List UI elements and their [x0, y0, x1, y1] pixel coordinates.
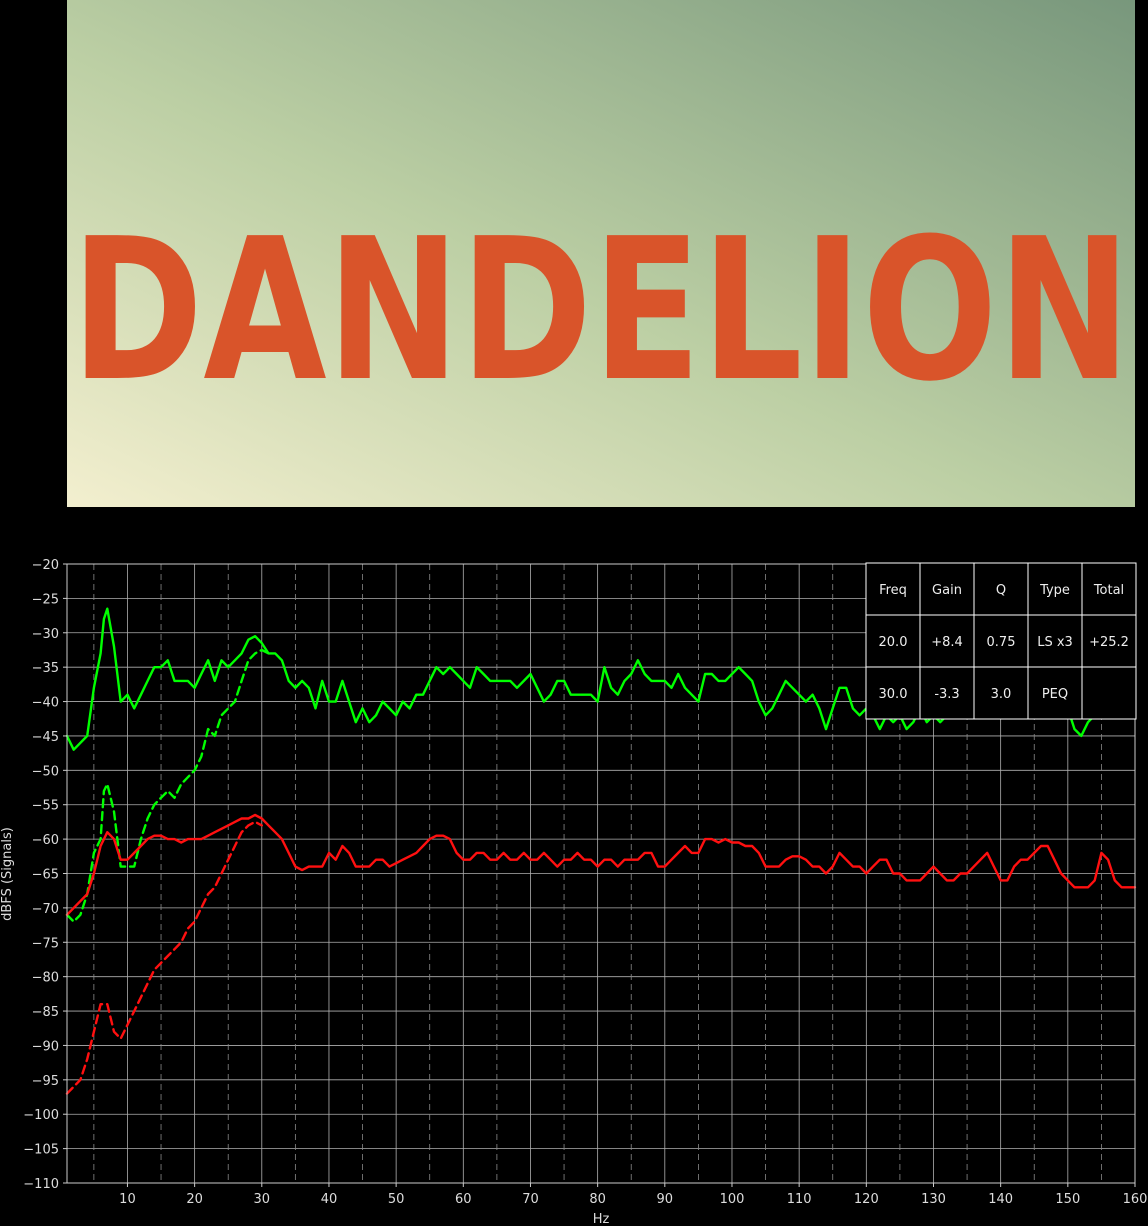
table-value-cell: 20.0	[879, 635, 908, 650]
banner-title: DANDELION	[71, 197, 1131, 425]
x-tick-label: 50	[388, 1192, 405, 1207]
banner-background	[67, 0, 1135, 507]
table-header-cell: Type	[1039, 583, 1070, 598]
y-tick-label: −25	[32, 592, 59, 607]
y-tick-label: −50	[32, 764, 59, 779]
x-tick-label: 140	[988, 1192, 1013, 1207]
table-background	[865, 562, 1137, 720]
y-tick-label: −35	[32, 661, 59, 676]
y-tick-label: −45	[32, 730, 59, 745]
y-tick-label: −90	[32, 1039, 59, 1054]
table-value-cell: +25.2	[1089, 635, 1129, 650]
y-tick-label: −70	[32, 902, 59, 917]
table-value-cell: 3.0	[991, 687, 1012, 702]
y-tick-label: −80	[32, 971, 59, 986]
series-line-2	[65, 648, 270, 923]
y-tick-label: −105	[23, 1143, 59, 1158]
y-axis-label: dBFS (Signals)	[0, 827, 15, 921]
y-tick-label: −95	[32, 1074, 59, 1089]
x-axis-label: Hz	[593, 1212, 610, 1226]
x-tick-label: 60	[455, 1192, 472, 1207]
x-tick-label: 120	[854, 1192, 879, 1207]
axes: −20 −25 −30 −35 −40 −45 −50 −55 −60 −65 −70 −75 −80 −…	[23, 558, 1147, 1207]
y-tick-label: −40	[32, 696, 59, 711]
y-tick-label: −65	[32, 868, 59, 883]
x-tick-label: 20	[186, 1192, 203, 1207]
y-tick-label: −30	[32, 627, 59, 642]
x-tick-label: 70	[522, 1192, 539, 1207]
table-value-cell: +8.4	[931, 635, 963, 650]
table-header-cell: Freq	[879, 583, 907, 598]
x-tick-label: 100	[720, 1192, 745, 1207]
table-value-cell: -3.3	[934, 687, 959, 702]
series-line-4	[65, 820, 263, 1095]
table-cell	[1081, 666, 1137, 720]
table-value-cell: 0.75	[987, 635, 1016, 650]
y-tick-label: −60	[32, 833, 59, 848]
banner-image: DANDELION	[67, 0, 1135, 507]
y-tick-label: −55	[32, 799, 59, 814]
table-value-cell: 30.0	[879, 687, 908, 702]
table-value-cell: PEQ	[1042, 687, 1068, 702]
x-tick-label: 130	[921, 1192, 946, 1207]
y-tick-label: −110	[23, 1177, 59, 1192]
table-header-cell: Gain	[932, 583, 962, 598]
table-header-cell: Total	[1093, 583, 1124, 598]
x-tick-label: 10	[119, 1192, 136, 1207]
series-line-1	[65, 607, 1103, 751]
x-tick-label: 160	[1123, 1192, 1148, 1207]
x-tick-label: 110	[787, 1192, 812, 1207]
series-group	[65, 607, 1137, 1095]
eq-table: Freq Gain Q Type Total 20.0 +8.4 0.75 LS x3 +25.2…	[865, 562, 1137, 720]
series-line-3	[65, 813, 1137, 916]
x-tick-label: 150	[1055, 1192, 1080, 1207]
x-tick-label: 30	[254, 1192, 271, 1207]
y-tick-label: −100	[23, 1108, 59, 1123]
x-tick-label: 80	[589, 1192, 606, 1207]
table-header-cell: Q	[996, 583, 1006, 598]
y-tick-label: −85	[32, 1005, 59, 1020]
table-value-cell: LS x3	[1037, 635, 1073, 650]
y-tick-label: −20	[32, 558, 59, 573]
x-tick-label: 40	[321, 1192, 338, 1207]
x-tick-label: 90	[657, 1192, 674, 1207]
y-tick-label: −75	[32, 936, 59, 951]
banner-svg: DANDELION	[67, 0, 1135, 507]
